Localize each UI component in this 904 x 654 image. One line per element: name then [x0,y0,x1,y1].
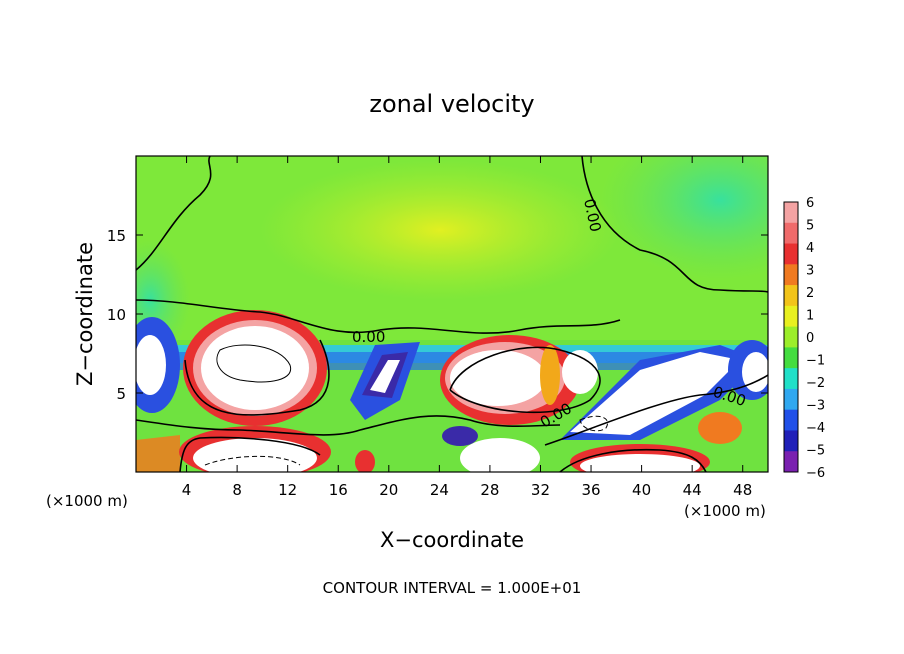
colorbar-label: 2 [806,286,814,301]
x-axis-unit-left: (×1000 m) [46,492,128,510]
colorbar-swatch [784,285,798,307]
colorbar-swatch [784,451,798,473]
x-tick-label: 4 [182,481,192,499]
field-bottom-cell-4-red [698,412,742,444]
contour-line-right [581,156,768,293]
contour-lines [136,156,768,472]
field-cell-c-right-core [562,350,598,394]
x-tick-label: 40 [632,481,651,499]
colorbar-frame [783,201,799,473]
y-axis-ticks: 5 10 15 [107,227,768,403]
field-upper-yellow [260,160,620,300]
colorbar-swatch [784,264,798,286]
contour-interval-note: CONTOUR INTERVAL = 1.000E+01 [323,579,582,597]
field-bottom-cell-1-core [193,438,317,472]
x-tick-label: 20 [379,481,398,499]
x-tick-label: 44 [683,481,702,499]
contour-line-cell-a [184,339,330,416]
field-bottom-cell-2-core [460,438,540,472]
colorbar-label: −3 [806,399,825,414]
colorbar-label: 5 [806,219,814,234]
y-tick-label: 10 [107,306,126,324]
x-tick-label: 12 [278,481,297,499]
colorbar-label: −4 [806,421,825,436]
contour-line-inner-dashed-2 [579,415,608,432]
field-bottom-left-red [136,435,180,472]
colorbar-swatch [784,326,798,348]
field-cell-c-orange [540,345,560,405]
field-cell-c-core [450,350,546,406]
colorbar-label: −1 [806,354,825,369]
y-tick-label: 15 [107,227,126,245]
colorbar-swatch [784,430,798,452]
colorbar-label: 1 [806,309,814,324]
colorbar-swatch [784,305,798,328]
field-cell-a-core [201,326,309,410]
x-tick-label: 28 [480,481,499,499]
field-bottom-cell-5-red [355,450,375,472]
x-axis-label: X−coordinate [380,528,524,552]
contour-label-2: 0.00 [352,328,385,346]
field-cell-far-left-core [136,335,166,395]
x-axis-unit-right: (×1000 m) [684,502,766,520]
x-axis-ticks: 4 8 12 16 20 24 28 32 36 40 44 48 [182,156,752,499]
x-tick-label: 48 [733,481,752,499]
contour-line-inner-dashed-3 [204,455,301,466]
colorbar-label: 6 [806,196,814,211]
colorbar-swatch [784,409,798,431]
field-cell-b-core [370,360,400,393]
contour-line-bottom-right [559,448,707,472]
x-tick-label: 36 [581,481,600,499]
chart-title: zonal velocity [369,90,534,118]
y-tick-label: 5 [116,385,126,403]
x-tick-label: 32 [531,481,550,499]
colorbar-label: −5 [806,444,825,459]
contour-line-bottom [179,436,321,472]
field-bottom-cell-3-core [580,454,700,472]
contour-line-mid [136,299,621,334]
x-tick-label: 24 [430,481,449,499]
colorbar-swatch [784,368,798,390]
contour-line-inner-dashed-1 [216,344,292,383]
colorbar-label: 3 [806,264,814,279]
contour-line-low [136,415,561,436]
field-cell-far-right-core [742,352,768,392]
field-cell-d-core [570,352,740,435]
contour-line-cell-c [449,346,601,414]
contour-line-cell-d [544,374,768,446]
colorbar-label: 4 [806,241,814,256]
colorbar-swatch [784,388,798,411]
colorbar-label: −2 [806,376,825,391]
colorbar-swatch [784,347,798,369]
x-tick-label: 16 [329,481,348,499]
colorbar-label: 0 [806,331,814,346]
colorbar-swatch [784,202,798,224]
colorbar: 6 5 4 3 2 1 0 −1 −2 −3 −4 −5 −6 [783,196,825,481]
colorbar-swatch [784,222,798,245]
field-upper-cyan [600,156,768,280]
colorbar-swatch [784,243,798,265]
contour-line-upper [136,156,212,271]
plot-field [136,156,768,472]
field-bottom-cell-6-purple [442,426,478,446]
colorbar-label: −6 [806,466,825,481]
y-axis-label: Z−coordinate [73,242,97,386]
x-tick-label: 8 [232,481,242,499]
